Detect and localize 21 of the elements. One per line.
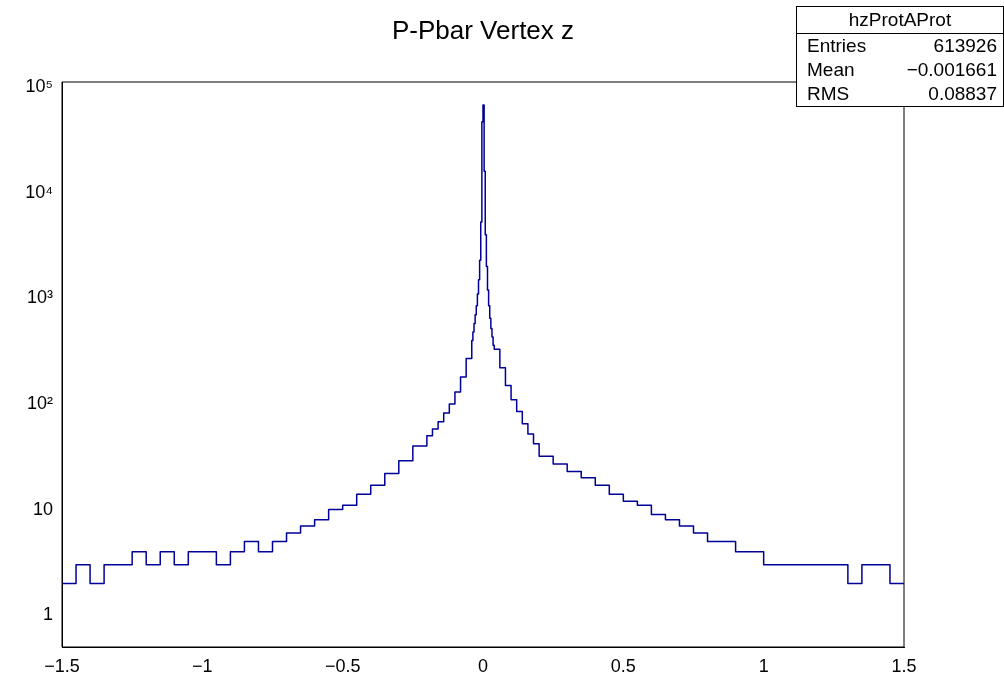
- x-tick-label: −1: [192, 655, 213, 676]
- x-tick-label: 1: [758, 655, 769, 676]
- x-tick-label: 0.5: [610, 655, 636, 676]
- text: hzProtAProt: [797, 7, 1003, 34]
- x-tick-label: 1.5: [891, 655, 917, 676]
- text: 0.08837: [928, 83, 997, 105]
- x-tick-label: 0: [477, 655, 489, 676]
- y-tick-label: 10⁴: [25, 181, 53, 202]
- annotation: RMS: [807, 83, 850, 105]
- x-tick-label: −0.5: [324, 655, 361, 676]
- text: 613926: [933, 35, 997, 57]
- y-tick-label: 10³: [26, 287, 54, 308]
- text: Mean: [807, 59, 855, 81]
- y-tick-label: 1: [42, 604, 53, 625]
- text: Entries: [807, 35, 867, 57]
- text: −0.001661: [906, 59, 997, 81]
- y-tick-label: 10⁵: [25, 76, 53, 97]
- y-tick-label: 10²: [26, 392, 54, 413]
- chart-title: P-Pbar Vertex z: [391, 15, 575, 46]
- y-tick-label: 10: [32, 498, 53, 519]
- x-tick-label: −1.5: [44, 655, 80, 676]
